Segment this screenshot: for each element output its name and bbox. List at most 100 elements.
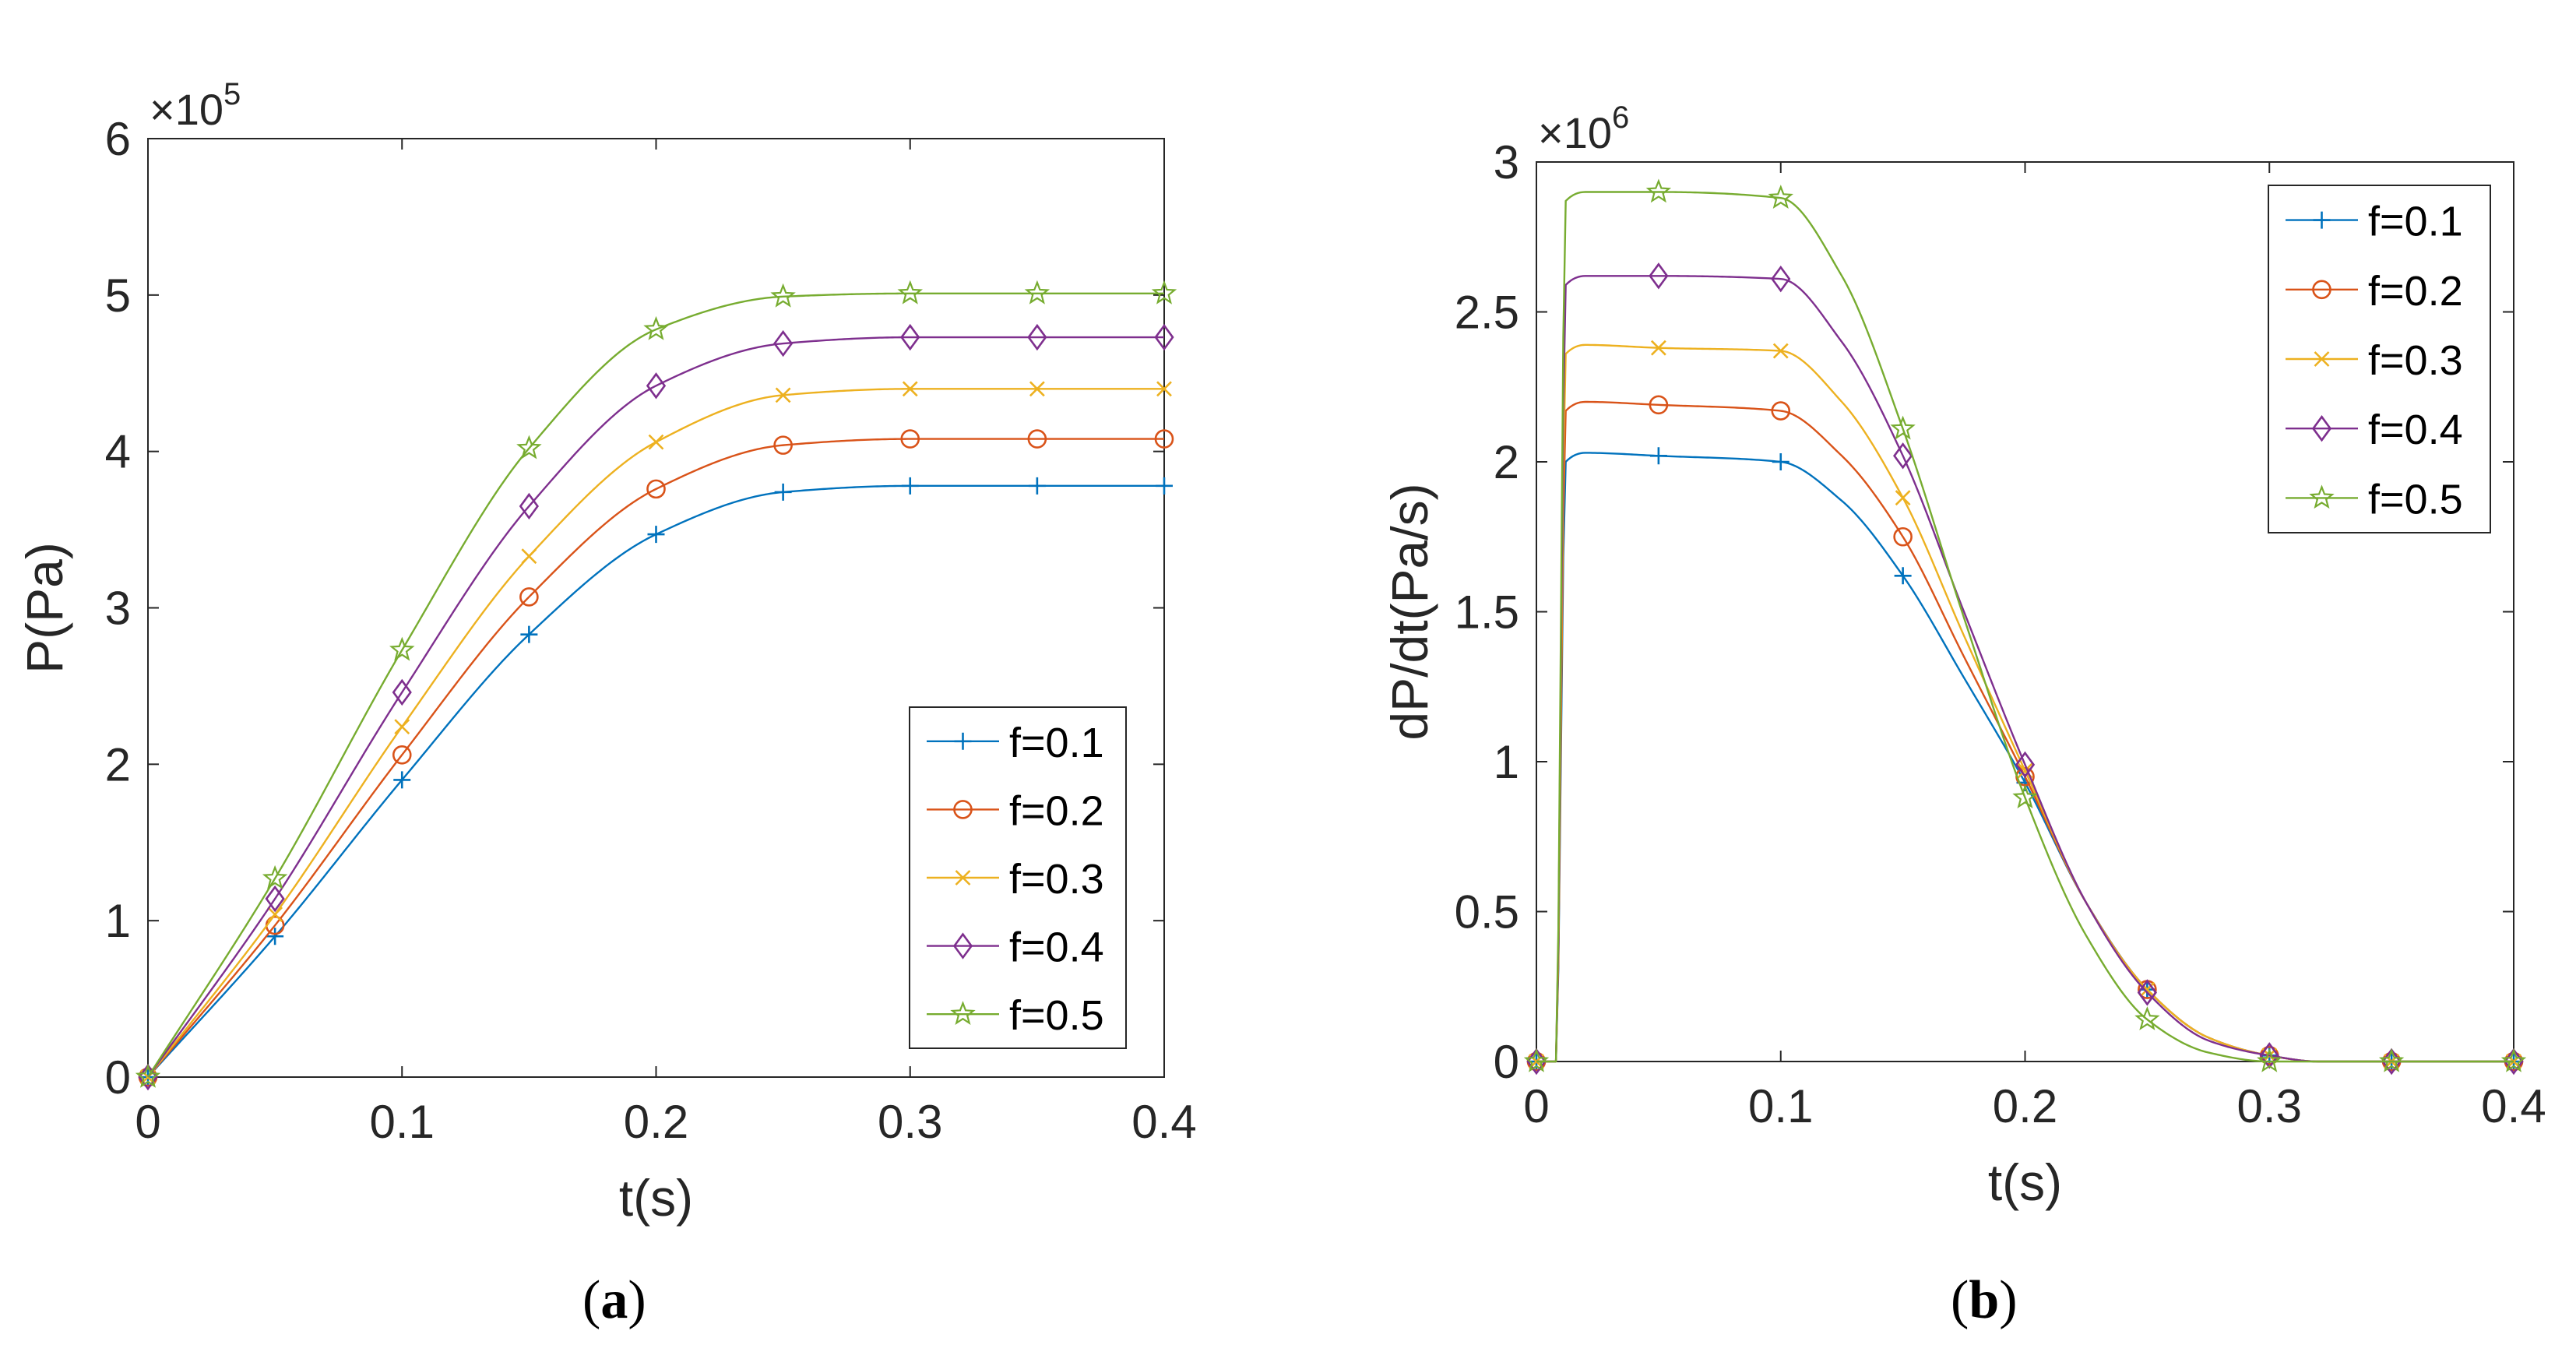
data-point <box>1154 323 1174 351</box>
data-point <box>389 636 415 661</box>
data-point <box>646 372 667 400</box>
y-axis-label: dP/dt(Pa/s) <box>1381 483 1438 740</box>
data-point <box>2257 1047 2282 1072</box>
series-f=0.5 <box>1523 178 2527 1072</box>
data-point <box>267 907 283 923</box>
y-multiplier: ×10 <box>1538 108 1612 157</box>
legend-marker <box>2312 280 2331 300</box>
y-exponent-label: ×105 <box>150 77 241 134</box>
data-point <box>1029 381 1045 397</box>
x-tick-label: 0 <box>135 1096 160 1148</box>
y-tick-label: 1 <box>1494 736 1519 788</box>
legend-item: f=0.1 <box>2286 199 2463 245</box>
data-point <box>262 864 288 889</box>
data-point <box>1156 477 1173 495</box>
series-line <box>1536 452 2514 1063</box>
y-tick-label: 0 <box>1494 1036 1519 1088</box>
legend-marker <box>950 1001 976 1025</box>
series-line <box>147 438 1164 1078</box>
data-point <box>392 745 412 765</box>
x-tick-label: 0.3 <box>878 1096 942 1148</box>
caption-a: (a) <box>582 1270 646 1330</box>
data-point <box>1771 265 1791 293</box>
x-tick-label: 0.1 <box>1748 1080 1813 1132</box>
y-exponent: 5 <box>223 77 241 111</box>
data-point <box>1890 415 1916 440</box>
y-tick-label: 3 <box>105 583 131 635</box>
data-point <box>392 678 412 706</box>
chart-a: 0 0.1 0.2 0.3 0.40123456×105t(s)P(Pa)f=0.1f=… <box>16 77 1197 1227</box>
legend-item: f=0.2 <box>927 787 1104 834</box>
series-line <box>1536 191 2514 1063</box>
y-tick-label: 1.5 <box>1455 586 1519 639</box>
legend: f=0.1 f=0.2 f=0.3 f=0.4 f=0.5 <box>2268 185 2491 533</box>
data-point <box>1650 340 1666 356</box>
data-point <box>1028 477 1046 495</box>
y-axis-label: P(Pa) <box>16 542 73 674</box>
data-point <box>770 283 796 308</box>
legend-item: f=0.5 <box>927 992 1104 1039</box>
legend-label: f=0.1 <box>2368 199 2463 245</box>
data-point <box>2500 1047 2527 1072</box>
y-exponent: 6 <box>1612 100 1629 135</box>
data-point <box>648 434 664 450</box>
data-point <box>902 381 918 397</box>
data-point <box>1024 280 1050 305</box>
y-tick-label: 5 <box>105 269 131 322</box>
y-tick-label: 2 <box>1494 436 1519 488</box>
data-point <box>2137 979 2157 1006</box>
data-point <box>2012 784 2038 808</box>
legend-label: f=0.3 <box>2368 337 2463 384</box>
data-point <box>1772 343 1789 359</box>
data-point <box>520 625 538 643</box>
y-tick-label: 0 <box>105 1051 131 1104</box>
data-point <box>2378 1047 2405 1072</box>
data-point <box>647 526 665 544</box>
y-multiplier: ×10 <box>150 85 223 134</box>
legend-label: f=0.5 <box>1009 992 1104 1039</box>
legend-marker <box>2309 484 2335 509</box>
data-point <box>519 587 539 607</box>
legend-label: f=0.5 <box>2368 476 2463 523</box>
data-point <box>1893 442 1913 470</box>
y-tick-label: 2 <box>105 738 131 790</box>
x-tick-label: 0.4 <box>1131 1096 1196 1148</box>
data-point <box>516 435 542 459</box>
data-point <box>900 429 920 449</box>
series-f=0.1 <box>139 477 1173 1086</box>
x-axis-label: t(s) <box>1988 1153 2062 1211</box>
caption-b: (b) <box>1951 1270 2018 1330</box>
data-point <box>900 323 920 351</box>
y-tick-label: 3 <box>1494 136 1519 188</box>
data-point <box>1027 429 1047 449</box>
data-point <box>393 771 411 789</box>
series-f=0.4 <box>138 323 1174 1091</box>
legend-marker <box>2311 415 2332 442</box>
data-point <box>394 719 410 735</box>
data-point <box>521 548 537 565</box>
data-point <box>2015 751 2036 779</box>
caption-a-letter: a <box>600 1270 628 1330</box>
data-point <box>897 280 924 305</box>
data-point <box>2134 1006 2160 1030</box>
legend-item: f=0.4 <box>927 924 1104 971</box>
data-point <box>774 483 792 501</box>
x-tick-label: 0 <box>1523 1080 1549 1132</box>
legend: f=0.1 f=0.2 f=0.3 f=0.4 f=0.5 <box>909 706 1127 1049</box>
legend-label: f=0.4 <box>2368 407 2463 453</box>
legend-marker <box>2313 211 2331 229</box>
legend-marker <box>953 800 973 819</box>
y-tick-label: 0.5 <box>1455 886 1519 938</box>
legend-item: f=0.2 <box>2286 268 2463 315</box>
data-point <box>775 387 791 403</box>
data-point <box>1649 262 1669 290</box>
legend-item: f=0.1 <box>927 720 1104 766</box>
data-point <box>519 492 539 520</box>
x-tick-label: 0.2 <box>624 1096 688 1148</box>
legend-item: f=0.4 <box>2286 407 2463 453</box>
x-tick-label: 0.1 <box>370 1096 435 1148</box>
data-point <box>773 435 793 455</box>
data-point <box>266 928 284 945</box>
data-point <box>1027 323 1047 351</box>
